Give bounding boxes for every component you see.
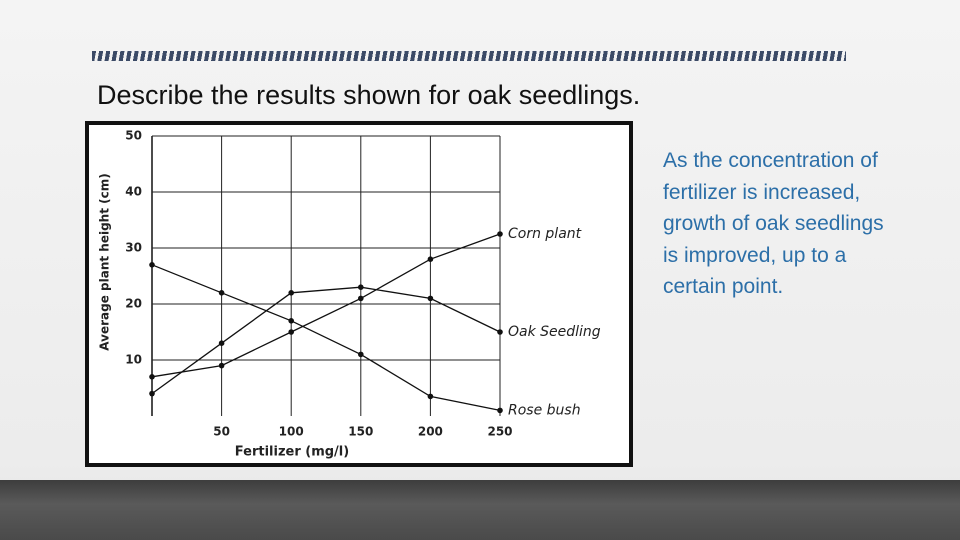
body-line: is improved, up to a [663,243,847,267]
series-line [151,264,501,412]
series-line [151,286,501,395]
x-tick-label: 250 [487,425,512,439]
data-point [288,318,295,324]
data-point [358,284,364,291]
slide-body: As the concentration of fertilizer is inc… [663,145,884,303]
data-point [218,340,225,347]
series-label: Oak Seedling [508,324,601,340]
data-point [427,393,434,400]
x-tick-label: 100 [279,425,304,439]
data-point [218,362,225,369]
x-tick-label: 50 [213,425,230,439]
data-point [288,290,295,296]
slide-title: Describe the results shown for oak seedl… [97,80,641,110]
data-point [497,329,503,335]
y-axis-label: Average plant height (cm) [98,173,112,350]
series-line [151,233,501,378]
data-point [288,329,295,335]
data-point [149,374,155,380]
data-point [149,390,155,397]
y-tick-label: 20 [125,297,142,311]
y-tick-label: 40 [125,185,142,199]
data-point [149,262,155,268]
x-axis-label: Fertilizer (mg/l) [235,445,349,460]
decor-stripe [92,51,846,61]
data-point [497,231,503,237]
data-point [358,295,364,302]
y-tick-label: 50 [125,129,142,143]
data-point [358,351,364,358]
body-line: As the concentration of [663,149,878,172]
body-line: certain point. [663,275,784,298]
body-line: growth of oak seedlings [663,212,884,235]
y-tick-label: 30 [125,241,142,255]
series-label: Rose bush [508,402,581,418]
data-point [427,295,434,302]
body-line: fertilizer is increased, [663,180,861,204]
data-point [427,256,434,263]
floor-band [0,480,960,540]
data-point [497,407,503,414]
data-point [218,290,225,296]
series-label: Corn plant [508,226,582,242]
x-tick-label: 150 [348,425,373,439]
y-tick-label: 10 [125,353,142,367]
x-tick-label: 200 [418,425,443,439]
chart-frame [85,121,633,467]
